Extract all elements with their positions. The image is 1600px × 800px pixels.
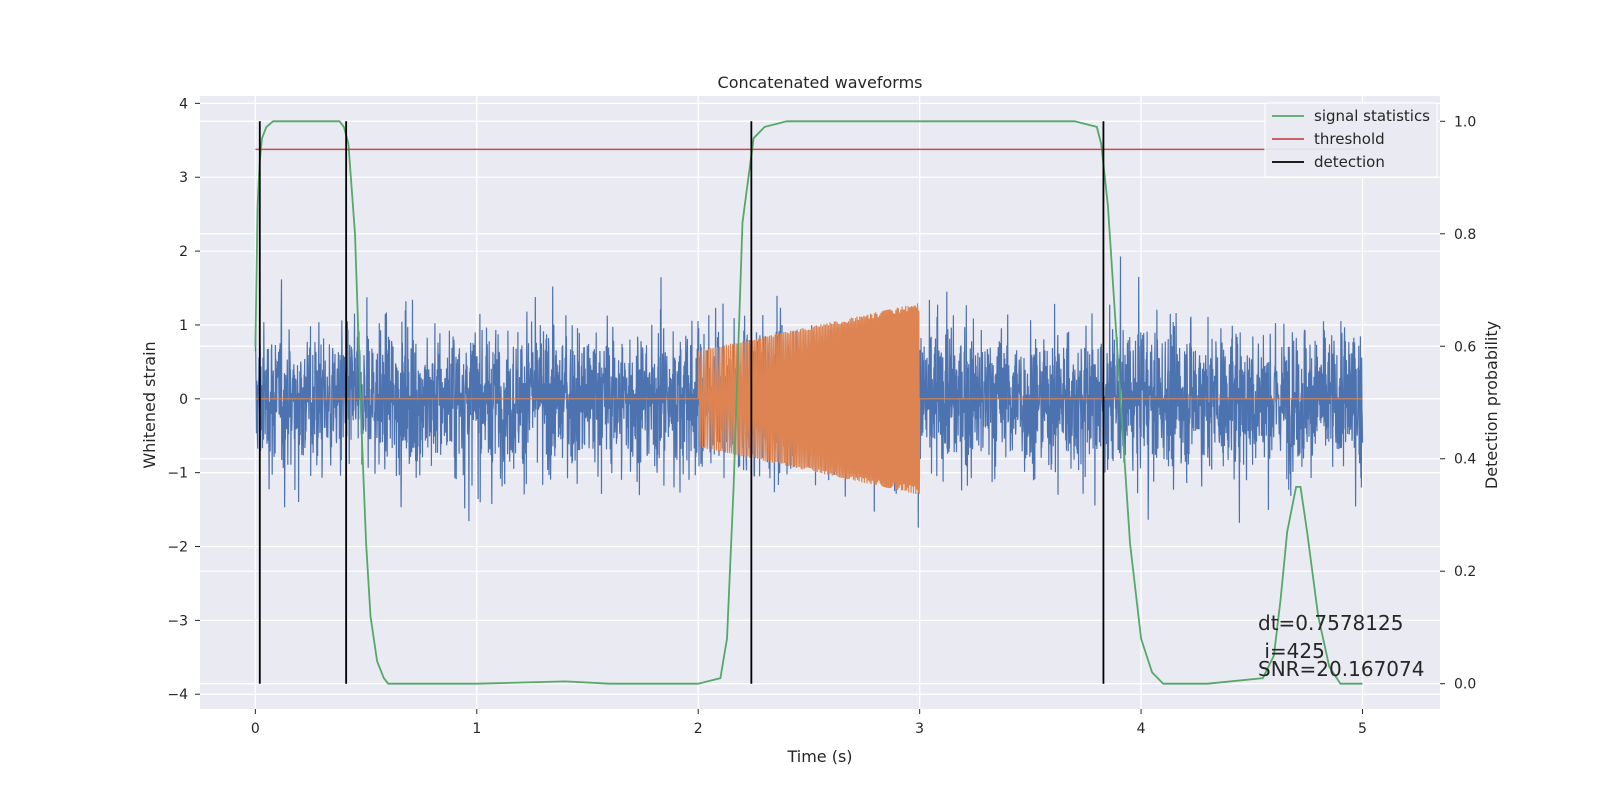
x-axis-ticks: 0 1 2 3 4 5	[251, 709, 1367, 737]
legend-label-threshold: threshold	[1314, 130, 1385, 148]
y-tick-label: 4	[179, 96, 188, 112]
x-axis-label: Time (s)	[786, 747, 852, 766]
x-tick-label: 3	[915, 721, 924, 737]
y-tick-label: −2	[167, 540, 188, 556]
y-right-axis-label: Detection probability	[1482, 321, 1501, 489]
y-right-tick-label: 0.8	[1454, 227, 1476, 243]
y-tick-label: 2	[179, 244, 188, 260]
y-tick-label: 1	[179, 318, 188, 334]
signal-statistics-line	[254, 120, 1363, 685]
x-tick-label: 1	[472, 721, 481, 737]
signal-statistics-series	[254, 120, 1363, 685]
chirp-series	[255, 303, 1363, 494]
x-tick-label: 5	[1358, 721, 1367, 737]
x-tick-label: 0	[251, 721, 260, 737]
annotation-index: i=425	[1258, 639, 1325, 663]
detection-lines	[258, 121, 1105, 684]
y-tick-label: 3	[179, 170, 188, 186]
annotation-dt: dt=0.7578125	[1258, 611, 1403, 635]
y-axis-ticks: −4 −3 −2 −1 0 1 2 3 4	[167, 96, 200, 703]
y-axis-label: Whitened strain	[140, 341, 159, 468]
legend-box	[1264, 102, 1438, 178]
chart-title: Concatenated waveforms	[718, 73, 923, 92]
y-tick-label: −3	[167, 613, 188, 629]
y-right-tick-label: 0.0	[1454, 677, 1476, 693]
y-right-axis-ticks: 0.0 0.2 0.4 0.6 0.8 1.0	[1440, 114, 1476, 693]
y-tick-label: −1	[167, 466, 188, 482]
y-right-tick-label: 0.4	[1454, 452, 1476, 468]
x-tick-label: 2	[694, 721, 703, 737]
y-right-tick-label: 1.0	[1454, 114, 1476, 130]
y-right-tick-label: 0.2	[1454, 564, 1476, 580]
chirp-line	[255, 303, 1363, 494]
y-tick-label: 0	[179, 392, 188, 408]
legend-label-signal-statistics: signal statistics	[1314, 107, 1430, 125]
y-tick-label: −4	[167, 687, 188, 703]
legend-label-detection: detection	[1314, 153, 1385, 171]
x-tick-label: 4	[1137, 721, 1146, 737]
annotation-snr: SNR=20.167074	[1258, 657, 1424, 681]
y-right-tick-label: 0.6	[1454, 339, 1476, 355]
legend: signal statistics threshold detection	[1264, 102, 1438, 178]
